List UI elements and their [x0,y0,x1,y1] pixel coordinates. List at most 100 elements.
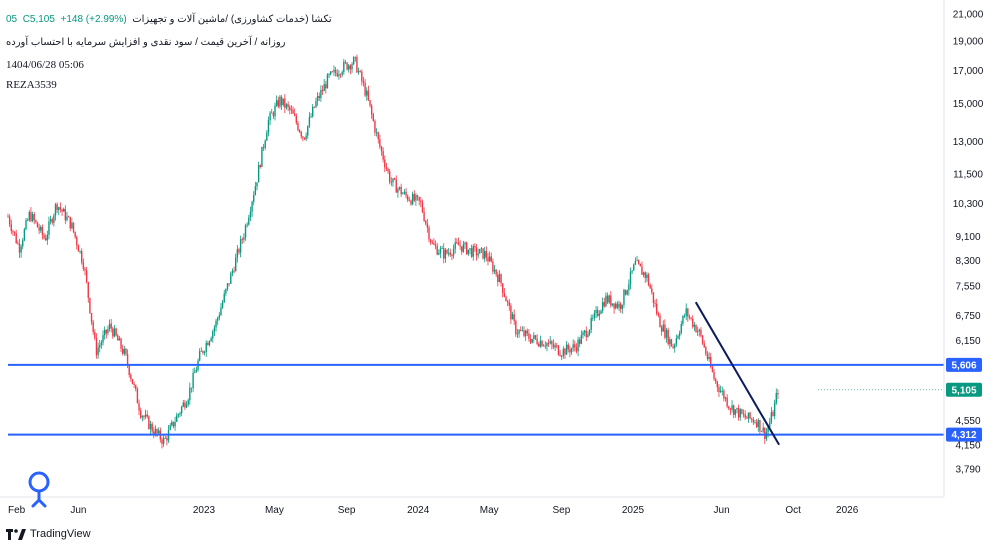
candle-body [488,256,491,262]
candle-body [226,283,229,289]
candle-body [17,243,19,244]
candle-body [402,193,404,195]
candle-body [341,72,343,75]
candle-body [133,384,135,386]
candle-body [425,220,427,224]
candle-body [660,327,663,332]
candle-body [729,408,732,410]
trendline[interactable] [694,301,780,446]
downtrend-line[interactable] [694,301,780,446]
candle-body [253,195,255,202]
tradingview-brand[interactable]: TradingView [6,528,91,540]
candle-body [100,342,103,346]
candle-body [231,270,234,274]
candle-body [521,330,524,332]
candle-body [752,419,755,423]
candle-body [393,178,396,180]
candle-body [354,56,356,58]
candle-body [249,211,252,218]
candle-body [718,387,720,393]
price-tick-label: 7,550 [955,281,980,292]
price-tick-label: 21,000 [953,10,984,21]
candle-body [665,329,668,338]
candle-body [207,342,209,346]
candle-body [43,235,45,239]
candle-body [695,324,697,333]
candle-body [597,309,599,316]
candle-body [754,422,756,424]
candle-body [621,304,624,309]
candle-body [613,303,615,309]
candle-body [10,224,12,231]
candle-body [770,412,773,423]
candle-body [182,402,184,407]
candle-body [267,120,270,133]
candle-body [682,315,684,324]
candle-body [542,345,545,347]
candle-body [469,248,471,250]
candle-body [218,315,221,319]
candle-body [759,420,761,432]
candle-body [28,212,30,221]
candle-body [439,248,442,253]
candle-body [164,437,166,439]
price-axis[interactable]: 21,000 19,000 17,000 15,000 13,000 11,500 10,3… [946,10,984,476]
candle-body [598,313,601,316]
candle-body [726,397,728,407]
candle-body [241,239,243,241]
candle-body [692,318,694,327]
candle-body [762,427,764,432]
candle-body [156,429,158,434]
candle-body [711,366,714,372]
time-tick-label: 2023 [193,505,216,516]
candle-body [81,250,83,263]
candle-body [279,96,281,107]
candle-body [423,211,425,221]
candle-body [456,242,458,244]
candle-body [264,140,266,148]
candle-body [372,114,375,121]
candle-body [510,305,512,320]
candle-body [343,61,345,73]
candle-body [146,414,148,417]
candle-body [266,132,268,141]
time-axis[interactable]: Feb Jun 2023 May Sep 2024 May Sep 2025 Jun Oct 2026 [8,505,859,516]
time-tick-label: Sep [552,505,570,516]
time-tick-label: Feb [8,505,26,516]
candle-body [447,252,450,254]
candle-body [177,414,180,416]
candle-body [570,348,573,353]
candle-body [443,248,445,259]
candle-body [687,308,689,317]
candle-body [254,186,257,196]
candle-body [420,200,422,203]
candle-body [380,146,383,152]
time-tick-label: 2025 [622,505,645,516]
price-tick-label: 8,300 [955,256,980,267]
candle-body [755,422,758,427]
candle-body [744,414,746,418]
candle-body [400,186,402,195]
candle-body [208,341,211,346]
candle-body [675,338,678,345]
candle-body [99,345,101,348]
candle-body [451,255,453,256]
candle-body [361,71,363,82]
candle-body [628,284,630,291]
candle-body [413,193,415,201]
candle-body [492,261,494,272]
candle-body [554,345,556,348]
candle-body [403,191,406,194]
timestamp: 1404/06/28 05:06 [6,59,84,71]
horizontal-levels[interactable] [8,363,944,436]
candle-body [777,393,779,395]
candle-body [154,429,157,435]
candle-body [131,378,134,385]
author-badge-icon[interactable] [24,470,54,510]
candle-body [230,273,232,284]
candle-body [274,105,276,117]
candle-body [262,146,265,148]
candle-body [102,335,104,343]
candle-body [158,430,160,434]
